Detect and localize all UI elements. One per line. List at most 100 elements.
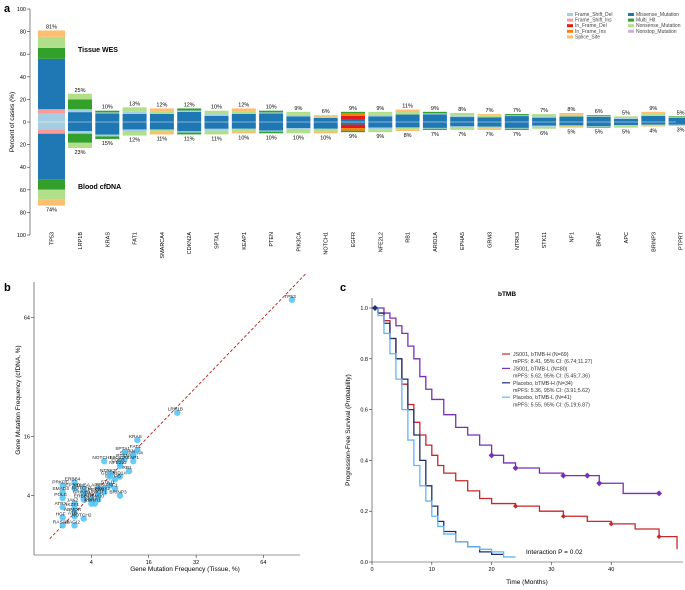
a-cfdna-pct-label: 10% [293,135,304,141]
a-category-label: EGFR [351,232,357,247]
panel-a-bar-chart: Percent of cases (%) 100 80 60 40 20 0 20 40 60 8… [9,7,685,259]
b-point-label: JAK2 [67,498,79,504]
b-point-NTRK3 [106,470,114,477]
c-curve-0 [372,307,678,550]
a-tissue-segment-KEAP1 [231,111,256,114]
b-point-label: CDKN2A [122,448,142,454]
a-legend-swatch [628,29,634,33]
a-tick-label: 0 [23,120,26,126]
panel-a-y-axis: 100 80 60 40 20 0 20 40 60 80 100 [17,7,31,239]
a-legend-label: In_Frame_Ins [575,29,606,35]
a-cfdna-pct-label: 23% [74,150,85,156]
a-cfdna-segment-TP53 [38,199,65,206]
a-tissue-segment-SPTA1 [204,114,229,116]
a-tissue-segment-KRAS [95,112,120,114]
a-tissue-pct-label: 7% [540,108,548,114]
c-censor-mark [560,472,567,479]
a-tissue-segment-NOTCH1 [313,116,338,118]
c-y-tick-label: 0.6 [360,408,368,414]
a-category-label: KEAP1 [242,232,248,250]
a-category-label: STK11 [542,232,548,248]
a-tissue-segment-RB1 [395,112,420,115]
b-identity-line [49,273,307,540]
panel-b-axes: 4 16 32 64 4 16 64 [24,273,307,566]
c-y-tick-label: 0.2 [360,509,368,515]
a-cfdna-segment-TP53 [38,179,65,190]
a-cfdna-pct-label: 10% [320,135,331,141]
a-cfdna-pct-label: 5% [622,130,630,136]
a-legend-label: Splice_Site [575,34,600,40]
panel-c-title: bTMB [498,291,516,298]
a-tissue-segment-PTEN [259,112,284,114]
a-tissue-pct-label: 8% [458,107,466,113]
a-tick-label: 40 [20,165,26,171]
a-cfdna-segment-SPTA1 [204,128,229,131]
a-tissue-segment-LRP1B [68,99,92,110]
b-point-label: EGFR [111,458,125,464]
b-point-label: GRIN2A [73,490,92,496]
a-cfdna-segment-NFE2L2 [368,127,393,130]
a-tissue-segment-KRAS [95,110,120,113]
a-tissue-segment-SPTA1 [204,110,229,115]
a-tissue-segment-PTPRT [668,117,685,122]
a-cfdna-segment-NTRK3 [504,128,529,130]
a-legend-swatch [628,24,634,28]
a-tissue-segment-STK11 [532,114,557,117]
b-point-label: PRKDC [52,479,69,485]
a-tissue-segment-FAT1 [122,113,147,122]
a-cfdna-segment-EGFR [341,124,365,129]
c-censor-mark [656,490,663,497]
c-legend-text: JS001, bTMB-L (N=80) [513,366,568,372]
a-category-label: LRP1B [78,232,84,250]
a-cfdna-segment-NFE2L2 [368,122,393,128]
a-category-label: NTRK3 [515,232,521,250]
b-point-label: ERBB2 [74,493,90,499]
b-point-KEAP1 [130,457,137,465]
a-cfdna-segment-RB1 [395,122,420,128]
b-point-label: ATRX [54,501,67,507]
a-cfdna-segment-TP53 [38,189,65,200]
a-cfdna-segment-PTEN [259,122,284,131]
b-point-ERBB2 [80,496,87,503]
c-legend-text: mPFS: 5.55, 95% CI: (5.19;6.87) [513,402,590,408]
a-tissue-pct-label: 10% [266,105,277,111]
c-censor-mark [560,513,566,519]
a-tissue-pct-label: 9% [431,106,439,112]
a-cfdna-segment-CDKN2A [177,132,202,135]
a-tissue-segment-NF1 [559,114,584,117]
a-cfdna-segment-NF1 [559,122,584,126]
a-cfdna-segment-NOTCH1 [313,131,338,134]
a-tissue-segment-TP53 [38,36,65,48]
a-tissue-segment-RB1 [395,109,420,113]
b-point-label: RB1 [122,465,132,471]
b-point-label: NOTCH2 [72,513,92,519]
panel-b-x-axis-label: Gene Mutation Frequency (Tissue, %) [130,566,240,573]
a-cfdna-pct-label: 7% [513,132,521,138]
b-point-label: POLE [54,492,67,498]
a-cfdna-pct-label: 12% [129,138,140,144]
a-cfdna-pct-label: 11% [157,136,168,142]
a-tissue-segment-EGFR [341,113,365,116]
b-point-LRP1B [174,409,181,416]
c-y-tick-label: 0.8 [360,357,368,363]
b-y-tick-label: 16 [24,434,30,440]
b-point-label: NF1 [109,483,118,489]
a-cfdna-pct-label: 74% [46,208,57,214]
a-category-label: ARID1A [433,232,439,252]
b-point-label: NFE2L2 [109,460,127,466]
a-cfdna-segment-STK11 [532,122,557,126]
c-censor-mark [512,465,519,472]
a-tissue-segment-ARID1A [422,113,447,115]
a-cfdna-segment-BRINP3 [641,122,666,125]
b-x-tick-label: 64 [260,560,266,566]
b-point-NF1 [111,485,119,492]
a-cfdna-segment-PTPRT [668,124,685,126]
a-cfdna-segment-BRINP3 [641,124,666,126]
a-cfdna-segment-PIK3CA [286,129,311,134]
panel-b-y-axis-label: Gene Mutation Frequency (cfDNA, %) [15,345,22,454]
b-x-tick-label: 4 [90,560,93,566]
a-legend-label: Nonsense_Mutation [636,23,681,29]
a-cfdna-pct-label: 3% [677,127,685,133]
a-tick-label: 80 [20,210,26,216]
